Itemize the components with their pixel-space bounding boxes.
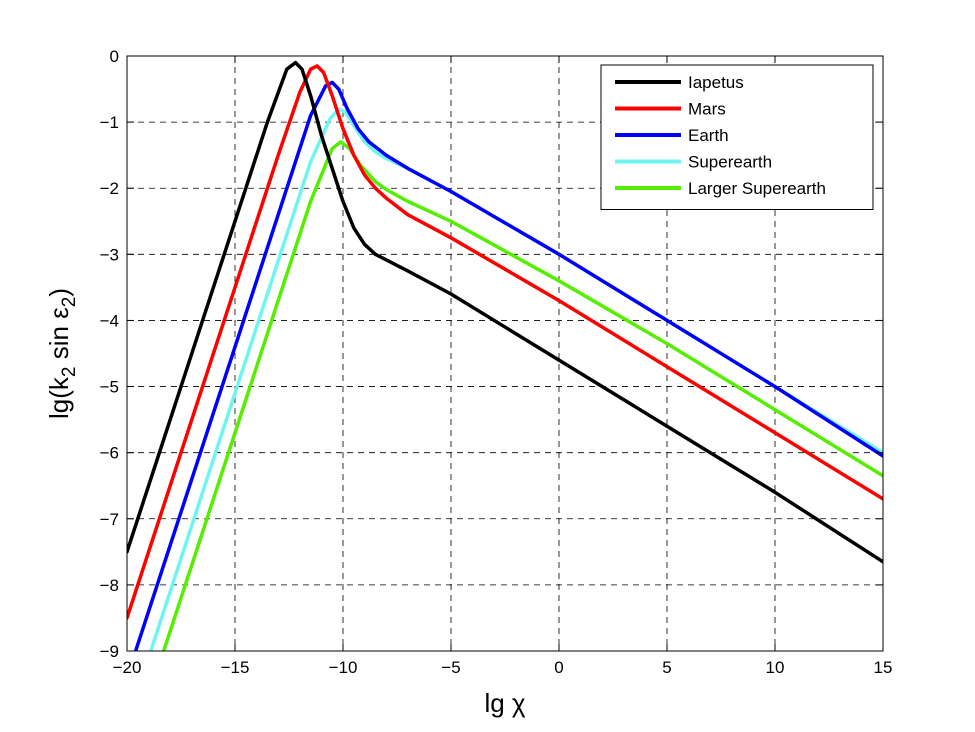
y-tick-label: −6 [100, 444, 119, 463]
legend-label: Superearth [688, 153, 772, 172]
y-tick-label: 0 [110, 47, 119, 66]
y-axis-label: lg(k2 sin ε2) [44, 288, 80, 419]
y-axis-label-suffix: ) [44, 288, 74, 297]
y-tick-label: −9 [100, 642, 119, 661]
x-tick-label: −10 [329, 658, 358, 677]
legend-label: Iapetus [688, 73, 744, 92]
series-line-mars [127, 64, 883, 620]
y-tick-label: −3 [100, 245, 119, 264]
x-tick-label: 0 [554, 658, 563, 677]
legend-label: Larger Superearth [688, 179, 826, 198]
x-tick-label: 15 [874, 658, 893, 677]
series-lines [127, 60, 883, 651]
y-axis-label-prefix: lg(k [44, 376, 74, 419]
y-tick-label: −7 [100, 510, 119, 529]
y-axis-label-sub1: 2 [59, 367, 80, 378]
x-tick-label: −5 [441, 658, 460, 677]
legend-label: Mars [688, 100, 726, 119]
y-axis-label-sub2: 2 [59, 297, 80, 308]
x-tick-label: 10 [766, 658, 785, 677]
y-tick-label: −8 [100, 576, 119, 595]
legend-box [600, 64, 874, 210]
y-tick-label: −5 [100, 378, 119, 397]
x-axis-label: lg χ [484, 688, 525, 718]
legend-label: Earth [688, 126, 729, 145]
axis-ticks: −20 −15 −10 −5 0 5 10 15 0 −1 −2 −3 −4 −5 −6 −7 −8 −9 [100, 47, 893, 677]
plot-frame [126, 55, 884, 652]
y-tick-label: −4 [100, 311, 119, 330]
x-tick-label: −15 [221, 658, 250, 677]
series-line-earth [133, 80, 883, 651]
x-tick-label: 5 [662, 658, 671, 677]
x-tick-label: −20 [113, 658, 142, 677]
legend: Iapetus Mars Earth Superearth Larger Superea… [600, 64, 874, 210]
y-tick-label: −1 [100, 113, 119, 132]
y-axis-label-middle: sin ε [44, 307, 74, 367]
series-line-iapetus [127, 60, 883, 564]
y-tick-label: −2 [100, 179, 119, 198]
